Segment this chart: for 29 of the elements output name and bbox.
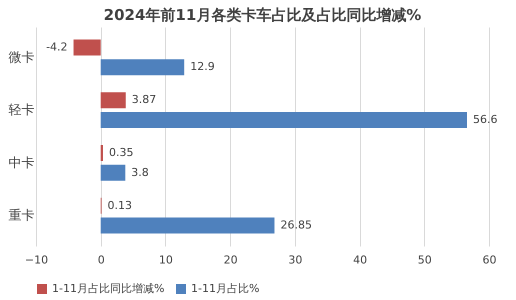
chart-title: 2024年前11月各类卡车占比及占比同比增减% <box>104 6 422 24</box>
data-label: -4.2 <box>46 40 68 54</box>
bar <box>100 112 467 128</box>
x-tick-label: −10 <box>24 254 48 266</box>
x-tick-label: 30 <box>288 254 302 266</box>
bar <box>100 218 274 234</box>
data-label: 56.6 <box>472 113 498 126</box>
bar <box>100 92 126 108</box>
x-tick-label: 60 <box>482 254 496 266</box>
bar <box>100 59 184 76</box>
data-label: 0.35 <box>108 146 134 159</box>
x-tick-label: 10 <box>158 254 173 266</box>
x-tick-label: 40 <box>353 254 368 266</box>
x-tick-label: 0 <box>98 254 105 266</box>
x-tick-label: 20 <box>224 254 238 266</box>
y-tick-label: 微卡 <box>8 50 34 66</box>
legend-label: 1-11月占比同比增减% <box>52 282 164 295</box>
y-tick-label: 轻卡 <box>8 103 34 118</box>
y-tick-label: 中卡 <box>8 156 34 171</box>
y-tick-label: 重卡 <box>8 208 34 224</box>
data-label: 12.9 <box>190 60 215 74</box>
data-label: 3.87 <box>132 93 156 106</box>
legend-label: 1-11月占比% <box>191 282 260 295</box>
x-tick-label: 50 <box>418 254 432 266</box>
bar <box>74 39 101 56</box>
bar <box>100 164 126 181</box>
data-label: 26.85 <box>280 218 312 232</box>
data-label: 0.13 <box>108 198 132 212</box>
data-label: 3.8 <box>131 166 149 179</box>
